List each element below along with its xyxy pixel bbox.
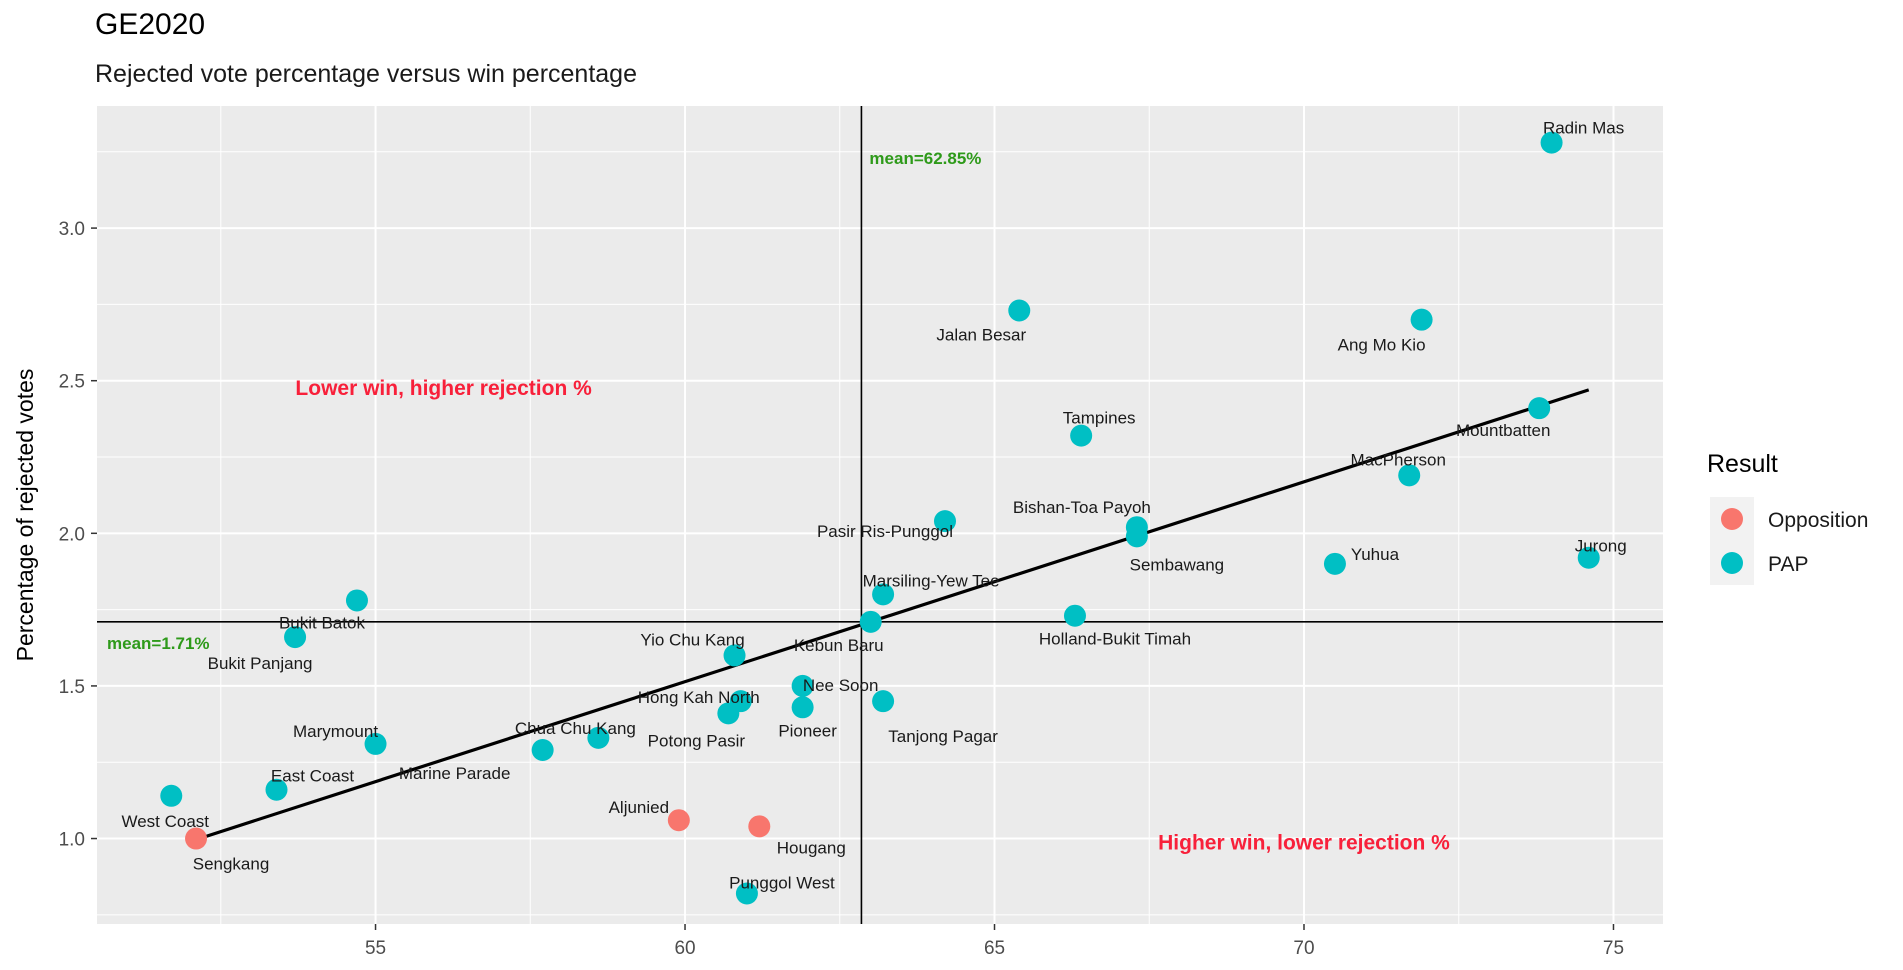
data-point bbox=[345, 589, 368, 612]
point-label: Holland-Bukit Timah bbox=[1039, 630, 1191, 649]
point-label: Marymount bbox=[293, 722, 378, 741]
data-point bbox=[1540, 131, 1563, 154]
point-label: Aljunied bbox=[609, 798, 670, 817]
point-label: Jalan Besar bbox=[936, 326, 1026, 345]
x-tick-label: 55 bbox=[365, 938, 386, 959]
data-point bbox=[748, 815, 771, 838]
trend-line-group bbox=[189, 388, 1590, 844]
chart-subtitle: Rejected vote percentage versus win perc… bbox=[95, 60, 637, 88]
x-axis-ticks: 55 60 65 70 75 bbox=[365, 924, 1624, 959]
data-point bbox=[1410, 308, 1433, 331]
data-point bbox=[531, 739, 554, 762]
data-point bbox=[284, 626, 307, 649]
major-gridlines bbox=[97, 106, 1663, 924]
minor-gridlines bbox=[97, 106, 1663, 924]
point-label: Tampines bbox=[1063, 409, 1136, 428]
y-tick-label: 2.0 bbox=[59, 524, 85, 545]
data-points bbox=[160, 131, 1600, 905]
data-point bbox=[723, 644, 746, 667]
data-point bbox=[1008, 299, 1031, 322]
data-point bbox=[185, 827, 208, 850]
y-tick-label: 2.5 bbox=[59, 372, 85, 393]
point-labels: Radin Mas Jalan Besar Ang Mo Kio Mountbatte… bbox=[121, 119, 1626, 893]
data-point bbox=[791, 674, 814, 697]
legend-label: PAP bbox=[1768, 553, 1808, 576]
point-label: Marine Parade bbox=[399, 764, 511, 783]
point-label: Pioneer bbox=[778, 721, 837, 740]
point-label: Potong Pasir bbox=[648, 731, 746, 750]
y-tick-label: 1.5 bbox=[59, 677, 85, 698]
point-label: East Coast bbox=[271, 767, 354, 786]
legend-key bbox=[1721, 508, 1743, 530]
data-point bbox=[1125, 525, 1148, 548]
point-label: Tanjong Pagar bbox=[888, 727, 998, 746]
data-point bbox=[1577, 546, 1600, 569]
point-label: Hong Kah North bbox=[638, 688, 760, 707]
data-point bbox=[160, 784, 183, 807]
point-label: Sembawang bbox=[1130, 555, 1225, 574]
point-label: Bukit Panjang bbox=[208, 654, 313, 673]
point-label: West Coast bbox=[121, 812, 209, 831]
data-point bbox=[1398, 464, 1421, 487]
data-point bbox=[933, 510, 956, 533]
point-label: Ang Mo Kio bbox=[1338, 336, 1426, 355]
data-point bbox=[735, 882, 758, 905]
point-label: Punggol West bbox=[729, 873, 835, 892]
data-point bbox=[1323, 552, 1346, 575]
data-point bbox=[872, 583, 895, 606]
chart-title: GE2020 bbox=[95, 8, 206, 41]
annotations: Lower win, higher rejection % Higher win,… bbox=[107, 149, 1450, 855]
data-point bbox=[859, 610, 882, 633]
quadrant-label-upper-left: Lower win, higher rejection % bbox=[295, 377, 592, 400]
point-label: Bukit Batok bbox=[279, 613, 365, 632]
point-label: Sengkang bbox=[193, 855, 270, 874]
data-point bbox=[265, 778, 288, 801]
legend-title: Result bbox=[1707, 450, 1778, 478]
point-label: Mountbatten bbox=[1456, 421, 1551, 440]
point-label: Radin Mas bbox=[1543, 119, 1624, 138]
point-label: Yio Chu Kang bbox=[640, 630, 744, 649]
point-label: Hougang bbox=[777, 838, 846, 857]
data-point bbox=[1070, 424, 1093, 447]
legend-label: Opposition bbox=[1768, 509, 1868, 532]
data-point bbox=[667, 809, 690, 832]
y-tick-label: 1.0 bbox=[59, 830, 85, 851]
trend-line bbox=[189, 388, 1590, 844]
x-tick-label: 65 bbox=[984, 938, 1005, 959]
point-label: MacPherson bbox=[1351, 450, 1446, 469]
mean-x-label: mean=62.85% bbox=[869, 149, 981, 168]
data-point bbox=[791, 696, 814, 719]
y-tick-label: 3.0 bbox=[59, 219, 85, 240]
data-point bbox=[717, 702, 740, 725]
x-tick-label: 60 bbox=[674, 938, 695, 959]
data-point bbox=[872, 690, 895, 713]
data-point bbox=[364, 732, 387, 755]
x-tick-label: 75 bbox=[1603, 938, 1624, 959]
y-axis-ticks: 1.0 1.5 2.0 2.5 3.0 bbox=[59, 219, 97, 851]
data-point bbox=[1528, 397, 1551, 420]
quadrant-label-lower-right: Higher win, lower rejection % bbox=[1158, 832, 1450, 855]
point-label: Yuhua bbox=[1351, 545, 1400, 564]
point-label: Pasir Ris-Punggol bbox=[817, 522, 953, 541]
point-label: Nee Soon bbox=[803, 676, 879, 695]
y-axis-label: Percentage of rejected votes bbox=[12, 369, 38, 662]
x-tick-label: 70 bbox=[1293, 938, 1314, 959]
data-point bbox=[1063, 604, 1086, 627]
point-label: Chua Chu Kang bbox=[515, 719, 636, 738]
legend: Result Opposition PAP bbox=[1707, 450, 1868, 585]
point-label: Jurong bbox=[1575, 537, 1627, 556]
point-label: Bishan-Toa Payoh bbox=[1013, 498, 1151, 517]
mean-y-label: mean=1.71% bbox=[107, 634, 210, 653]
point-label: Marsiling-Yew Tee bbox=[863, 571, 1000, 590]
point-label: Kebun Baru bbox=[794, 636, 884, 655]
data-point bbox=[587, 726, 610, 749]
legend-key bbox=[1721, 552, 1743, 574]
